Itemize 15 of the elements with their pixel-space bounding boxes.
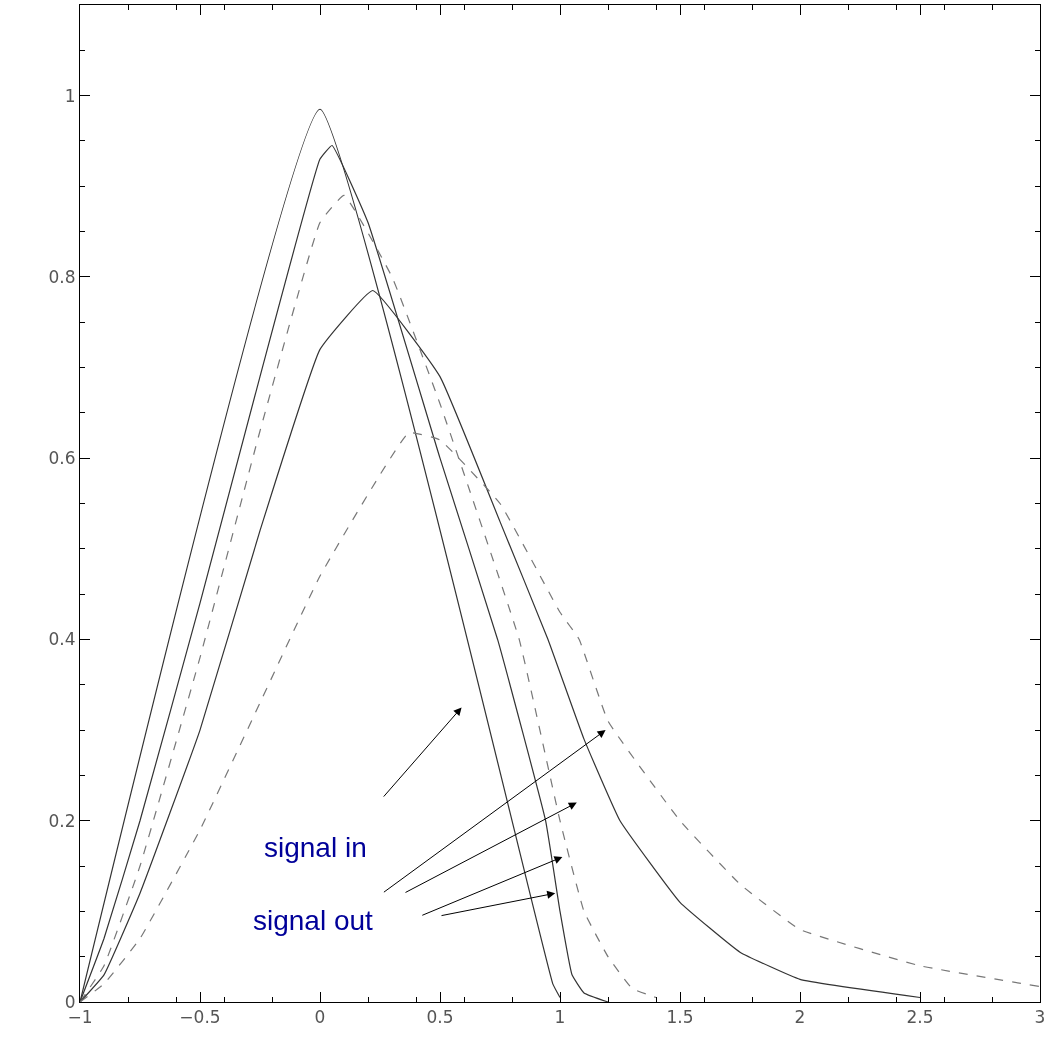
x-tick-label: 2	[794, 1007, 806, 1028]
y-tick-label: 0.8	[48, 266, 76, 287]
x-tick-label: 2.5	[906, 1007, 934, 1028]
x-tick-label: 0	[314, 1007, 326, 1028]
y-tick-label: 1	[64, 85, 76, 106]
y-tick-label: 0.2	[48, 810, 76, 831]
x-tick-label: 3	[1034, 1007, 1046, 1028]
annotation: signal out	[253, 905, 374, 936]
x-tick-label: −0.5	[179, 1007, 221, 1028]
y-tick-label: 0.6	[48, 448, 76, 469]
x-tick-label: 1	[554, 1007, 566, 1028]
y-tick-label: 0.4	[48, 629, 76, 650]
annotation: signal in	[264, 832, 367, 863]
x-tick-label: 1.5	[666, 1007, 694, 1028]
x-tick-label: 0.5	[426, 1007, 454, 1028]
